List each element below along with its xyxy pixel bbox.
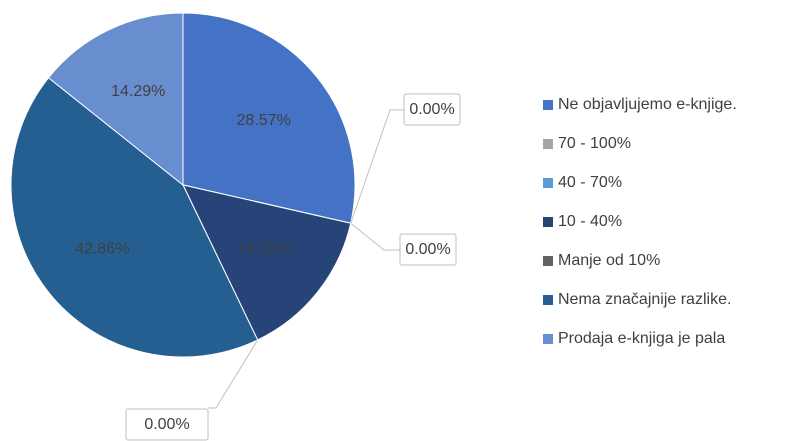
leader-line	[350, 222, 400, 251]
leader-line	[350, 109, 404, 224]
legend-label: Manje od 10%	[558, 252, 660, 269]
legend-marker	[543, 178, 553, 188]
legend-label: Nema značajnije razlike.	[558, 291, 731, 308]
legend-label: 40 - 70%	[558, 174, 622, 191]
data-label: 0.00%	[409, 101, 454, 118]
legend-marker	[543, 295, 553, 305]
callout-box	[399, 233, 457, 266]
pie-slice	[182, 184, 352, 341]
legend-label: 10 - 40%	[558, 213, 622, 230]
legend-marker	[543, 334, 553, 344]
legend-label: Ne objavljujemo e-knjige.	[558, 96, 737, 113]
pie-slice	[182, 12, 356, 224]
data-label: 0.00%	[144, 416, 189, 433]
data-label: 14.29%	[111, 83, 165, 100]
data-label: 42.86%	[75, 241, 129, 258]
legend-marker	[543, 256, 553, 266]
data-label: 0.00%	[405, 241, 450, 258]
legend-marker	[543, 139, 553, 149]
legend-marker	[543, 217, 553, 227]
legend-label: Prodaja e-knjiga je pala	[558, 330, 725, 347]
pie-slice	[47, 12, 184, 187]
legend-marker	[543, 100, 553, 110]
pie-slice	[10, 77, 259, 358]
data-label: 28.57%	[237, 112, 291, 129]
legend-label: 70 - 100%	[558, 135, 631, 152]
callout-box	[125, 408, 209, 441]
callout-box	[403, 93, 461, 126]
data-label: 14.29%	[237, 241, 291, 258]
leader-line	[208, 339, 259, 409]
